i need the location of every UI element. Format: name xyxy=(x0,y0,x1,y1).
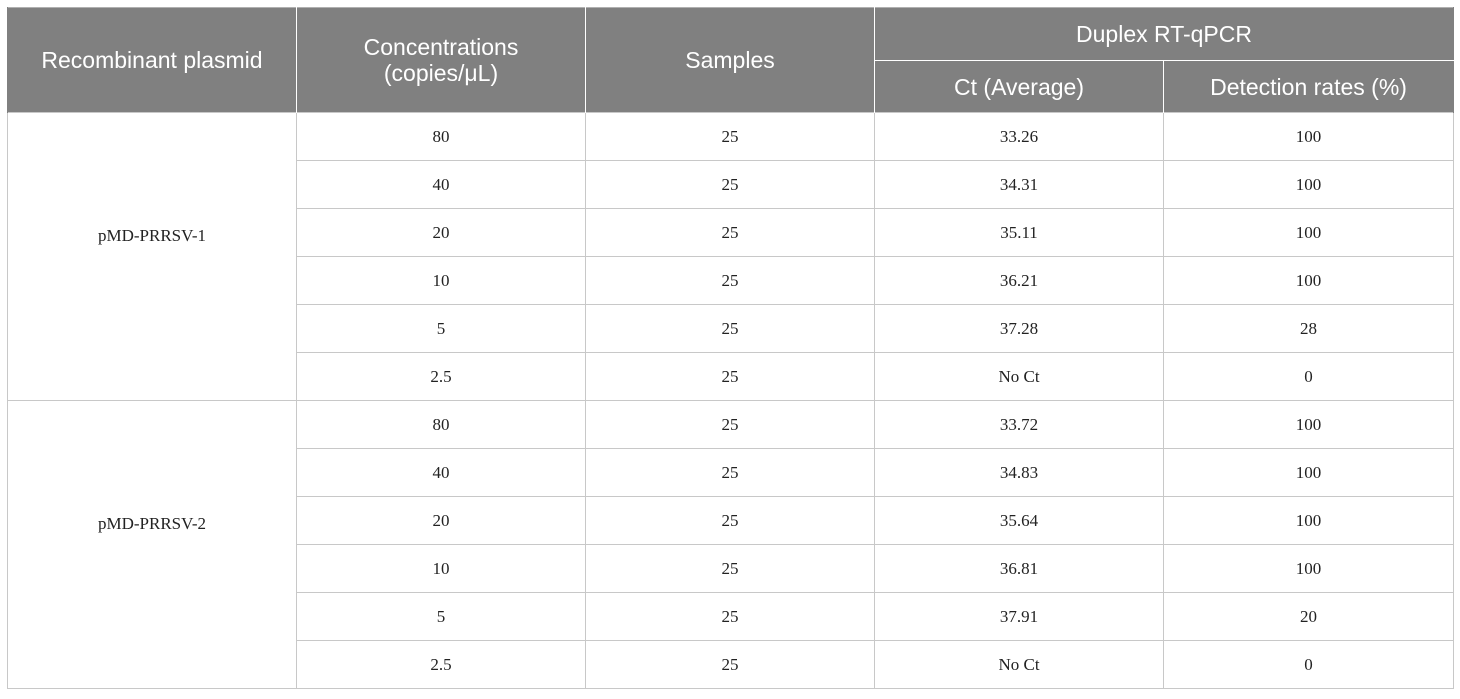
header-concentrations-line2: (copies/μL) xyxy=(383,60,499,86)
ct-average-cell: 36.81 xyxy=(874,544,1164,593)
results-table-container: Recombinant plasmid Concentrations (copi… xyxy=(7,7,1455,689)
detection-rate-cell: 100 xyxy=(1162,448,1455,497)
concentration-cell: 5 xyxy=(296,592,586,641)
detection-rate-cell: 0 xyxy=(1162,352,1455,401)
samples-cell: 25 xyxy=(585,208,875,257)
detection-rate-cell: 28 xyxy=(1162,304,1455,353)
samples-cell: 25 xyxy=(585,304,875,353)
detection-rate-cell: 0 xyxy=(1162,640,1455,689)
header-duplex-rt-qpcr: Duplex RT-qPCR xyxy=(873,7,1455,61)
header-recombinant-plasmid: Recombinant plasmid xyxy=(7,7,297,113)
ct-average-cell: 34.31 xyxy=(874,160,1164,209)
ct-average-cell: No Ct xyxy=(874,352,1164,401)
header-detection-rates: Detection rates (%) xyxy=(1162,60,1455,113)
ct-average-cell: 36.21 xyxy=(874,256,1164,305)
concentration-cell: 2.5 xyxy=(296,640,586,689)
plasmid-cell: pMD-PRRSV-2 xyxy=(7,400,297,689)
detection-rate-cell: 100 xyxy=(1162,112,1455,161)
detection-rate-cell: 100 xyxy=(1162,400,1455,449)
ct-average-cell: 33.72 xyxy=(874,400,1164,449)
samples-cell: 25 xyxy=(585,400,875,449)
concentration-cell: 2.5 xyxy=(296,352,586,401)
ct-average-cell: No Ct xyxy=(874,640,1164,689)
table-row: 10 25 36.81 100 xyxy=(8,544,1455,593)
ct-average-cell: 35.64 xyxy=(874,496,1164,545)
concentration-cell: 40 xyxy=(296,160,586,209)
table-header: Recombinant plasmid Concentrations (copi… xyxy=(7,7,1455,113)
table-row: 2.5 25 No Ct 0 xyxy=(8,352,1455,401)
concentration-cell: 10 xyxy=(296,256,586,305)
ct-average-cell: 34.83 xyxy=(874,448,1164,497)
samples-cell: 25 xyxy=(585,592,875,641)
concentration-cell: 20 xyxy=(296,208,586,257)
table-row: 40 25 34.31 100 xyxy=(8,160,1455,209)
concentration-cell: 20 xyxy=(296,496,586,545)
samples-cell: 25 xyxy=(585,640,875,689)
concentration-cell: 10 xyxy=(296,544,586,593)
concentration-cell: 80 xyxy=(296,400,586,449)
samples-cell: 25 xyxy=(585,160,875,209)
detection-rate-cell: 100 xyxy=(1162,208,1455,257)
ct-average-cell: 33.26 xyxy=(874,112,1164,161)
samples-cell: 25 xyxy=(585,352,875,401)
concentration-cell: 40 xyxy=(296,448,586,497)
table-row: 20 25 35.11 100 xyxy=(8,208,1455,257)
samples-cell: 25 xyxy=(585,496,875,545)
concentration-cell: 80 xyxy=(296,112,586,161)
samples-cell: 25 xyxy=(585,544,875,593)
detection-rate-cell: 100 xyxy=(1162,160,1455,209)
header-concentrations-line1: Concentrations xyxy=(363,34,519,60)
detection-limit-table: Recombinant plasmid Concentrations (copi… xyxy=(7,7,1455,689)
samples-cell: 25 xyxy=(585,448,875,497)
plasmid-label: pMD-PRRSV-1 xyxy=(97,225,207,245)
detection-rate-cell: 20 xyxy=(1162,592,1455,641)
table-row: pMD-PRRSV-2 80 25 33.72 100 xyxy=(7,400,1455,689)
plasmid-label: pMD-PRRSV-2 xyxy=(97,513,207,533)
table-body: pMD-PRRSV-1 80 25 33.26 100 40 25 34.31 100 20 25 3… xyxy=(7,112,1455,689)
table-row: pMD-PRRSV-1 80 25 33.26 100 xyxy=(7,112,1455,401)
detection-rate-cell: 100 xyxy=(1162,544,1455,593)
samples-cell: 25 xyxy=(585,256,875,305)
samples-cell: 25 xyxy=(585,112,875,161)
ct-average-cell: 37.91 xyxy=(874,592,1164,641)
plasmid-cell: pMD-PRRSV-1 xyxy=(7,112,297,401)
header-samples: Samples xyxy=(585,7,875,113)
header-concentrations: Concentrations (copies/μL) xyxy=(296,7,586,113)
concentration-cell: 5 xyxy=(296,304,586,353)
table-row: 2.5 25 No Ct 0 xyxy=(8,640,1455,689)
ct-average-cell: 37.28 xyxy=(874,304,1164,353)
table-row: 10 25 36.21 100 xyxy=(8,256,1455,305)
table-row: 40 25 34.83 100 xyxy=(8,448,1455,497)
detection-rate-cell: 100 xyxy=(1162,496,1455,545)
ct-average-cell: 35.11 xyxy=(874,208,1164,257)
header-ct-average: Ct (Average) xyxy=(874,60,1164,113)
table-row: 5 25 37.91 20 xyxy=(8,592,1455,641)
detection-rate-cell: 100 xyxy=(1162,256,1455,305)
